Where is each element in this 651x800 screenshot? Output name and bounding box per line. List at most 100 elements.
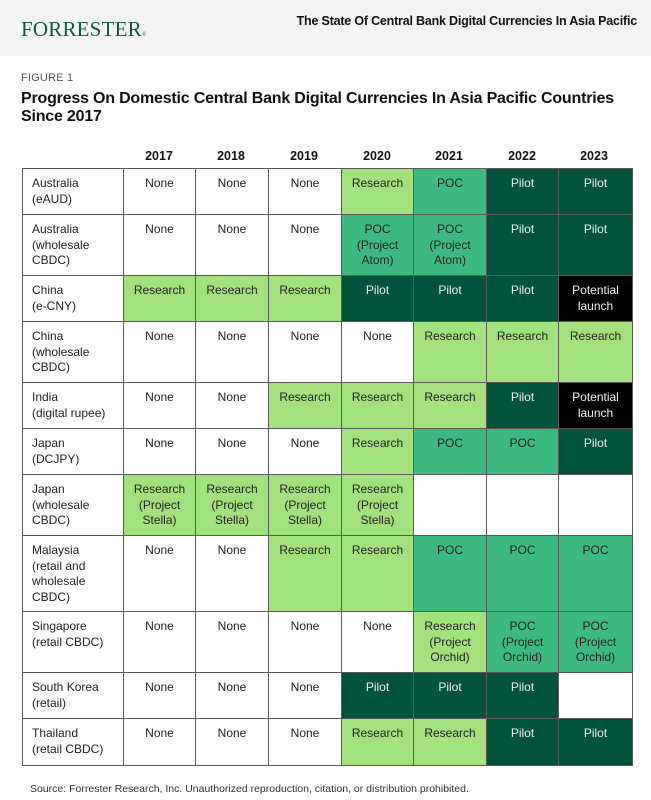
status-text: Pilot: [583, 176, 608, 190]
status-text: Research: [496, 329, 549, 343]
row-label-line: Malaysia: [32, 543, 80, 557]
status-cell-2022: Pilot: [486, 275, 559, 322]
status-text: POC: [509, 543, 536, 557]
status-text: Orchid): [502, 650, 543, 664]
status-text: POC: [436, 222, 463, 236]
status-cell-2019: None: [268, 718, 342, 766]
status-text: Stella): [360, 513, 395, 527]
row-label-line: (retail and: [32, 558, 86, 573]
row-label-line: (retail CBDC): [32, 634, 104, 649]
status-text: POC: [436, 436, 463, 450]
status-text: None: [217, 436, 247, 450]
status-cell-2021: POC: [413, 428, 487, 475]
status-cell-2018: None: [195, 382, 269, 429]
status-text: Pilot: [510, 390, 535, 404]
status-text: None: [145, 726, 174, 740]
status-text: Pilot: [510, 222, 535, 236]
status-cell-2022: Pilot: [486, 672, 559, 719]
status-text: Pilot: [510, 283, 535, 297]
status-cell-2023: Potential launch: [558, 382, 633, 429]
status-cell-2020: Research: [341, 428, 414, 475]
status-cell-2022: POC (Project Orchid): [486, 611, 559, 673]
status-text: None: [145, 329, 174, 343]
status-text: None: [145, 680, 174, 694]
year-header-2017: 2017: [145, 149, 173, 163]
status-text: Research: [351, 390, 404, 404]
status-cell-2022: [486, 474, 559, 536]
table-row: Malaysia (retail and wholesale CBDC) None Non…: [22, 535, 633, 612]
status-text: Pilot: [583, 222, 608, 236]
row-label: Japan (wholesale CBDC): [22, 474, 124, 536]
status-text: None: [290, 176, 320, 190]
status-cell-2020: Research: [341, 382, 414, 429]
year-header-2019: 2019: [290, 149, 318, 163]
status-text: POC: [582, 619, 609, 633]
status-text: Potential: [572, 390, 619, 404]
row-label: Australia (eAUD): [22, 168, 124, 215]
status-text: None: [290, 222, 320, 236]
row-label-line: India: [32, 390, 59, 404]
status-cell-2017: None: [123, 214, 196, 276]
status-text: Research: [424, 390, 476, 404]
status-text: Potential: [572, 283, 619, 297]
status-text: Stella): [214, 513, 249, 527]
status-text: Research: [424, 619, 476, 633]
status-text: POC: [509, 436, 536, 450]
status-text: Stella): [287, 513, 322, 527]
figure-title: Progress On Domestic Central Bank Digita…: [21, 90, 614, 125]
status-cell-2019: None: [268, 611, 342, 673]
table-row: China (wholesale CBDC) None None None None Rese…: [22, 321, 633, 383]
status-text: Pilot: [583, 436, 608, 450]
status-text: None: [217, 680, 247, 694]
row-label-line: Japan: [32, 436, 65, 450]
status-cell-2018: None: [195, 611, 269, 673]
row-label: Singapore (retail CBDC): [22, 611, 124, 673]
status-text: Research: [279, 482, 331, 496]
status-text: POC: [364, 222, 391, 236]
status-cell-2023: Pilot: [558, 428, 633, 475]
row-label-line: CBDC): [32, 253, 70, 267]
status-text: Stella): [142, 513, 177, 527]
row-label: Japan (DCJPY): [22, 428, 124, 475]
status-cell-2019: None: [268, 214, 342, 276]
status-cell-2022: POC: [486, 535, 559, 612]
row-label-line: Singapore: [32, 619, 87, 633]
status-text: Research: [569, 329, 622, 343]
status-cell-2021: Research (Project Orchid): [413, 611, 487, 673]
table-row: India (digital rupee) None None Research Rese…: [22, 382, 633, 429]
status-cell-2018: None: [195, 168, 269, 215]
table-row: Japan (DCJPY) None None None Research POC POC Pi…: [22, 428, 633, 475]
status-text: (Project: [429, 634, 471, 649]
row-label-line: (DCJPY): [32, 451, 80, 466]
status-cell-2017: None: [123, 718, 196, 766]
row-label-line: Thailand: [32, 726, 79, 740]
status-text: Research: [206, 482, 258, 496]
row-label-line: China: [32, 283, 64, 297]
status-text: None: [145, 176, 174, 190]
status-text: (Project: [574, 634, 617, 649]
status-text: Pilot: [365, 283, 390, 297]
status-text: Research: [424, 726, 476, 740]
status-text: Orchid): [430, 650, 470, 664]
row-label-line: Australia: [32, 176, 79, 190]
status-text: None: [217, 176, 247, 190]
status-cell-2023: POC (Project Orchid): [558, 611, 633, 673]
row-label-line: China: [32, 329, 64, 343]
status-text: Research: [351, 726, 404, 740]
status-cell-2018: None: [195, 321, 269, 383]
status-text: Atom): [361, 253, 394, 267]
row-label-line: (retail): [32, 695, 67, 710]
row-label: Australia (wholesale CBDC): [22, 214, 124, 276]
status-text: None: [217, 390, 247, 404]
status-text: (Project: [501, 634, 544, 649]
row-label-line: Japan: [32, 482, 65, 496]
status-text: None: [217, 619, 247, 633]
status-text: None: [145, 619, 174, 633]
status-text: Research: [279, 390, 331, 404]
row-label-line: Australia: [32, 222, 79, 236]
status-cell-2021: POC: [413, 535, 487, 612]
status-cell-2019: Research (Project Stella): [268, 474, 342, 536]
status-cell-2023: Pilot: [558, 718, 633, 766]
status-text: None: [145, 436, 174, 450]
cbdc-progress-table: Australia (eAUD) None None None Research POC Pi…: [22, 168, 633, 766]
